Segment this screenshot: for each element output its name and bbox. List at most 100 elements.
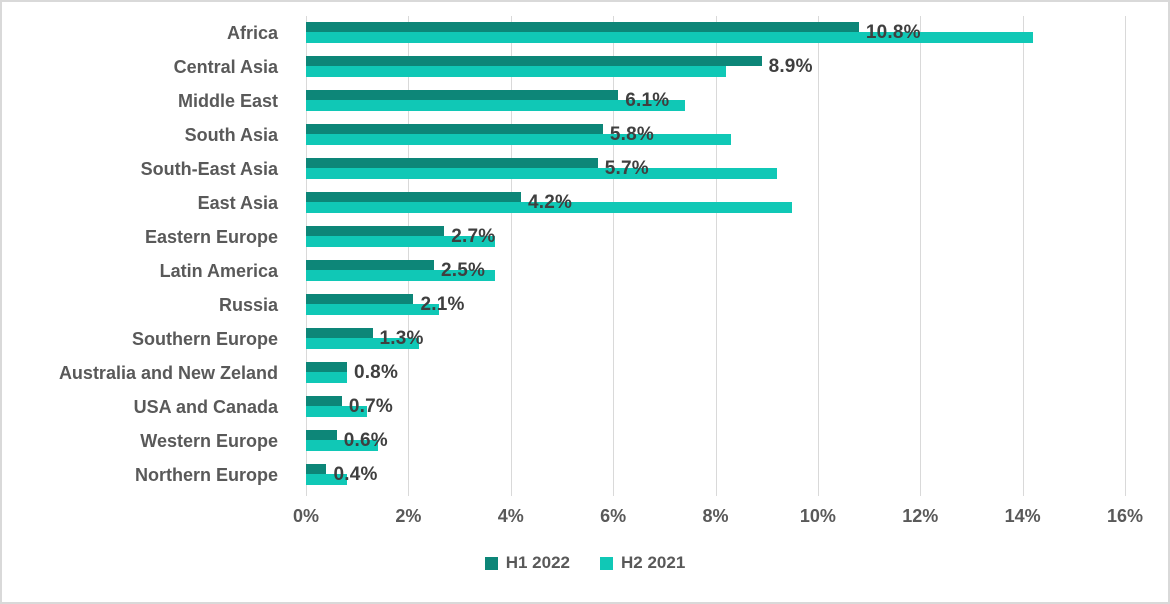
chart-row: 1.3%	[306, 322, 1125, 356]
bar-h1-2022	[306, 362, 347, 372]
bar-h2-2021	[306, 236, 496, 247]
x-tick-label: 8%	[702, 506, 729, 526]
legend-label: H1 2022	[505, 553, 570, 572]
bar-h2-2021	[306, 202, 793, 213]
x-tick-label: 6%	[600, 506, 627, 526]
data-label: 2.5%	[440, 259, 486, 281]
legend-marker-h1-2022	[484, 556, 498, 570]
gridline	[715, 16, 717, 496]
bar-pair: 5.7%	[306, 158, 1125, 179]
bar-h2-2021	[306, 338, 419, 349]
bar-pair: 0.4%	[306, 464, 1125, 485]
gridline	[920, 16, 922, 496]
bar-pair: 0.7%	[306, 396, 1125, 417]
bar-pair: 0.8%	[306, 362, 1125, 383]
x-tick-label: 4%	[497, 506, 524, 526]
bar-h1-2022	[306, 22, 859, 32]
legend-item-h2-2021: H2 2021	[600, 553, 685, 573]
bar-pair: 10.8%	[306, 22, 1125, 43]
data-label: 1.3%	[379, 327, 424, 349]
category-label: South Asia	[184, 125, 278, 145]
bar-h1-2022	[306, 158, 598, 168]
bar-h2-2021	[306, 66, 726, 77]
bar-h2-2021	[306, 372, 347, 383]
bar-pair: 2.7%	[306, 226, 1125, 247]
bar-h1-2022	[306, 430, 337, 440]
x-tick-label: 10%	[799, 506, 836, 526]
category-label: East Asia	[197, 193, 278, 213]
chart-row: 2.5%	[306, 254, 1125, 288]
gridline	[817, 16, 819, 496]
legend-item-h1-2022: H1 2022	[484, 553, 570, 573]
data-label: 0.6%	[343, 429, 388, 451]
chart-row: 5.8%	[306, 118, 1125, 152]
chart-row: 0.7%	[306, 390, 1125, 424]
category-axis: Africa Central Asia Middle East South Asia S…	[2, 16, 292, 492]
category-label: USA and Canada	[133, 397, 278, 417]
bar-pair: 2.1%	[306, 294, 1125, 315]
gridline	[1125, 16, 1126, 496]
x-tick-label: 14%	[1004, 506, 1041, 526]
x-axis: 0% 2% 4% 6% 8% 10% 12% 14% 16%	[2, 503, 1168, 529]
category-label: Eastern Europe	[144, 227, 278, 247]
data-label: 4.2%	[527, 191, 573, 213]
bar-pair: 2.5%	[306, 260, 1125, 281]
chart-row: 10.8%	[306, 16, 1125, 50]
bar-h2-2021	[306, 440, 378, 451]
chart-row: 0.4%	[306, 458, 1125, 492]
chart-row: 5.7%	[306, 152, 1125, 186]
bar-h1-2022	[306, 226, 445, 236]
bar-pair: 8.9%	[306, 56, 1125, 77]
data-label: 10.8%	[865, 21, 921, 43]
legend-label: H2 2021	[621, 553, 686, 572]
data-label: 2.1%	[420, 293, 465, 315]
x-tick-label: 2%	[395, 506, 422, 526]
category-label: Western Europe	[140, 431, 278, 451]
chart-row: 0.6%	[306, 424, 1125, 458]
bar-h1-2022	[306, 396, 342, 406]
bar-pair: 5.8%	[306, 124, 1125, 145]
bar-h2-2021	[306, 32, 1033, 43]
category-label: Southern Europe	[131, 329, 278, 349]
category-label: Northern Europe	[134, 465, 278, 485]
data-label: 5.8%	[609, 123, 654, 145]
bar-pair: 6.1%	[306, 90, 1125, 111]
data-label: 0.4%	[333, 463, 378, 485]
legend-marker-h2-2021	[600, 556, 613, 570]
category-label: Latin America	[159, 261, 278, 281]
category-label: Australia and New Zeland	[58, 363, 278, 383]
chart-row: 4.2%	[306, 186, 1125, 220]
bar-h2-2021	[306, 100, 685, 111]
data-label: 0.7%	[348, 395, 393, 417]
chart-row: 6.1%	[306, 84, 1125, 118]
chart-row: 8.9%	[306, 50, 1125, 84]
x-tick-label: 0%	[292, 506, 320, 526]
data-label: 6.1%	[625, 89, 670, 111]
data-label: 0.8%	[353, 361, 399, 383]
bar-h1-2022	[306, 464, 327, 474]
data-label: 5.7%	[604, 157, 649, 179]
chart-row: 2.7%	[306, 220, 1125, 254]
plot-area: 10.8% 8.9% 6.1% 5.8% 5.7% 4.2% 2.7% 2.5% 2.1% 1.3…	[306, 16, 1126, 496]
category-label: Russia	[218, 295, 278, 315]
data-label: 8.9%	[768, 55, 813, 77]
bar-h2-2021	[306, 270, 496, 281]
chart-row: 0.8%	[306, 356, 1125, 390]
gridline	[1022, 16, 1024, 496]
x-tick-label: 16%	[1106, 506, 1144, 526]
gridline	[306, 16, 307, 496]
x-tick-label: 12%	[902, 506, 939, 526]
bar-pair: 1.3%	[306, 328, 1125, 349]
bar-h2-2021	[306, 474, 347, 485]
gridline	[613, 16, 615, 496]
bar-h1-2022	[306, 294, 414, 304]
bar-h1-2022	[306, 90, 619, 100]
chart-row: 2.1%	[306, 288, 1125, 322]
category-label: South-East Asia	[140, 159, 278, 179]
bar-pair: 0.6%	[306, 430, 1125, 451]
gridline	[408, 16, 410, 496]
legend: H1 2022 H2 2021	[2, 553, 1168, 573]
category-label: Africa	[226, 23, 278, 43]
category-label: Central Asia	[173, 57, 278, 77]
